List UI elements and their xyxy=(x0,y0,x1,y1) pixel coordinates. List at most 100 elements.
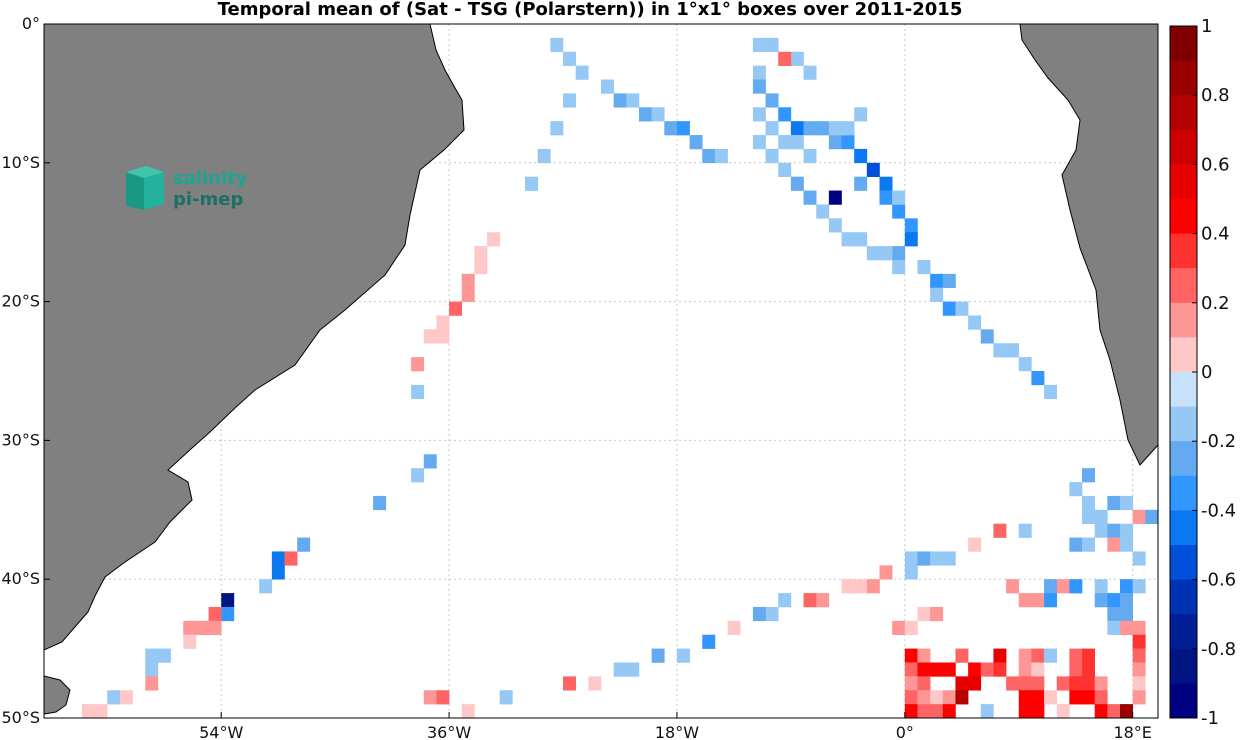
data-cell xyxy=(461,704,475,719)
map-plot-area: salinity pi-mep xyxy=(43,23,1159,719)
data-cell xyxy=(904,648,918,663)
colorbar-segment xyxy=(1170,95,1197,131)
salinity-cube-icon xyxy=(126,166,164,210)
data-cell xyxy=(917,259,931,275)
data-cell xyxy=(892,620,906,636)
colorbar-segment xyxy=(1170,441,1197,477)
data-cell xyxy=(727,620,741,636)
data-cell xyxy=(297,537,311,552)
colorbar-segment xyxy=(1170,475,1197,511)
data-cell xyxy=(1107,593,1121,608)
data-cell xyxy=(1069,662,1083,677)
data-cell xyxy=(714,148,728,164)
longitude-tick-labels: 54°W 36°W 18°W 0° 18°E xyxy=(199,712,1152,740)
colorbar-tick-label: 0.8 xyxy=(1201,85,1230,106)
data-cell xyxy=(917,662,931,677)
data-cell xyxy=(1006,343,1020,358)
colorbar-segment xyxy=(1170,614,1197,650)
data-cell xyxy=(816,204,830,219)
colorbar-segment xyxy=(1170,302,1197,338)
data-cell xyxy=(1094,579,1108,594)
y-tick-label: 30°S xyxy=(1,430,40,449)
data-cell xyxy=(1018,593,1032,608)
data-cell xyxy=(1082,468,1096,483)
data-cell xyxy=(1056,704,1070,719)
data-cell xyxy=(1107,523,1121,538)
data-cell xyxy=(1018,357,1032,372)
data-cell xyxy=(1132,662,1146,677)
data-cell xyxy=(575,65,589,80)
data-cell xyxy=(271,565,285,580)
data-cell xyxy=(1132,634,1146,649)
data-cell xyxy=(1107,606,1121,622)
colorbar-tick-label: -0.6 xyxy=(1201,570,1236,591)
data-cell xyxy=(942,662,956,677)
x-tick-label: 0° xyxy=(896,723,914,740)
data-cell xyxy=(613,93,627,108)
data-cell xyxy=(778,51,792,66)
data-cell xyxy=(1044,579,1058,594)
data-cell xyxy=(917,648,931,663)
data-cell xyxy=(1145,509,1159,524)
data-cell xyxy=(917,676,931,691)
data-cell xyxy=(841,121,855,136)
data-cell xyxy=(145,662,159,677)
data-cell xyxy=(1031,648,1045,663)
data-cell xyxy=(1120,620,1133,636)
data-cell xyxy=(601,79,614,94)
data-cell xyxy=(651,648,665,663)
data-cell xyxy=(1018,648,1032,663)
data-cell xyxy=(854,107,868,122)
data-cell xyxy=(537,148,551,164)
data-cell xyxy=(765,93,779,108)
data-cell xyxy=(1132,551,1146,566)
data-cell xyxy=(487,232,501,247)
data-cell xyxy=(208,606,222,622)
data-cell xyxy=(803,65,817,80)
data-cell xyxy=(183,634,197,649)
colorbar-segment xyxy=(1170,579,1197,615)
data-cell xyxy=(1120,495,1133,511)
data-cell xyxy=(1031,676,1045,691)
data-cell xyxy=(765,606,779,622)
data-cell xyxy=(1006,579,1020,594)
data-cell xyxy=(1082,676,1096,691)
data-cell xyxy=(942,690,956,705)
data-cell xyxy=(626,93,640,108)
data-cell xyxy=(1094,509,1108,524)
data-cell xyxy=(1120,593,1133,608)
data-cell xyxy=(702,148,716,164)
data-cell xyxy=(1120,704,1133,719)
colorbar-tick-label: 0.2 xyxy=(1201,293,1230,314)
data-cell xyxy=(1120,579,1133,594)
colorbar-segment xyxy=(1170,337,1197,373)
data-cell xyxy=(980,662,994,677)
data-cell xyxy=(752,107,766,122)
data-cell xyxy=(1044,384,1058,400)
y-tick-label: 10°S xyxy=(1,153,40,172)
colorbar-segment xyxy=(1170,164,1197,200)
logo-text-pi-mep: pi-mep xyxy=(173,189,243,210)
data-cell xyxy=(563,51,576,66)
data-cell xyxy=(993,523,1007,538)
colorbar-segment xyxy=(1170,26,1197,61)
chart-title: Temporal mean of (Sat - TSG (Polarstern)… xyxy=(218,0,963,20)
data-cell xyxy=(917,690,931,705)
data-cell xyxy=(942,301,956,316)
data-cell xyxy=(676,648,690,663)
data-cell xyxy=(1107,495,1121,511)
africa-landmass xyxy=(1019,23,1159,466)
data-cell xyxy=(1132,648,1146,663)
data-cell xyxy=(993,648,1007,663)
data-cell xyxy=(1120,537,1133,552)
data-cell xyxy=(790,51,804,66)
data-cell xyxy=(904,662,918,677)
data-cell xyxy=(955,676,969,691)
data-cell xyxy=(1069,482,1083,497)
data-cell xyxy=(892,190,906,205)
data-cell xyxy=(461,287,475,302)
colorbar-tick-label: -0.2 xyxy=(1201,431,1236,452)
data-cell xyxy=(803,121,817,136)
data-cell xyxy=(1082,662,1096,677)
